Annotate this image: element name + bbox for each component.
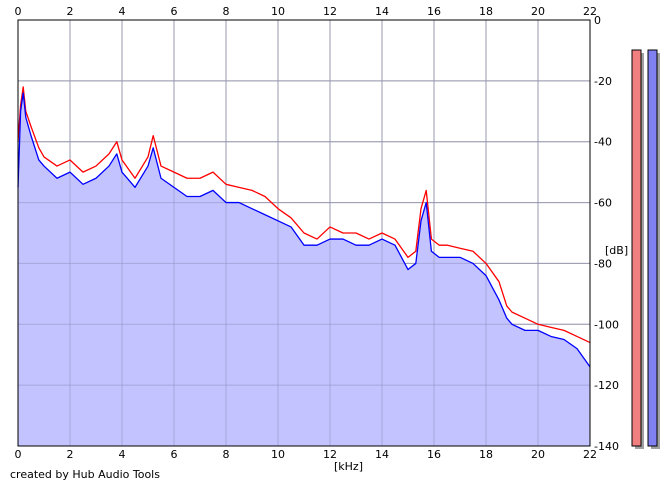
y-tick-labels: 0 -20 -40 -60 -80 -100 -120 -140 [594,14,619,453]
x-unit-label: [kHz] [334,460,363,473]
y-tick-label: -100 [594,318,619,331]
footer-credit: created by Hub Audio Tools [10,468,160,481]
x-tick-label-bottom: 14 [375,448,389,461]
plot-frame [17,19,591,447]
x-tick-label-top: 20 [531,5,545,18]
y-tick-label: -120 [594,379,619,392]
x-tick-label-top: 2 [67,5,74,18]
level-meter-right [647,49,658,447]
x-tick-label-bottom: 0 [15,448,22,461]
y-unit-label: [dB] [605,244,628,257]
x-tick-label-bottom: 2 [67,448,74,461]
y-tick-label: -140 [594,440,619,453]
series-line-2 [17,92,591,368]
x-tick-label-bottom: 4 [119,448,126,461]
level-meter-left [631,49,642,447]
x-tick-label-bottom: 20 [531,448,545,461]
series-lines [17,86,591,368]
x-tick-label-top: 16 [427,5,441,18]
y-tick-label: 0 [594,14,601,27]
y-tick-label: -80 [594,257,612,270]
x-tick-label-bottom: 18 [479,448,493,461]
x-tick-label-bottom: 12 [323,448,337,461]
x-tick-label-bottom: 10 [271,448,285,461]
x-tick-label-top: 22 [583,5,597,18]
x-tick-label-bottom: 16 [427,448,441,461]
x-tick-label-top: 6 [171,5,178,18]
x-tick-label-bottom: 6 [171,448,178,461]
x-tick-label-top: 0 [15,5,22,18]
y-tick-label: -20 [594,75,612,88]
y-tick-label: -40 [594,136,612,149]
y-tick-label: -60 [594,197,612,210]
spectrum-fill [18,93,590,447]
series-line-1 [17,86,591,344]
x-tick-label-top: 10 [271,5,285,18]
plot-border [17,19,591,447]
x-tick-label-top: 12 [323,5,337,18]
level-meters [631,49,660,449]
x-tick-label-top: 4 [119,5,126,18]
x-tick-label-top: 18 [479,5,493,18]
x-tick-label-top: 8 [223,5,230,18]
x-tick-label-top: 14 [375,5,389,18]
x-tick-label-bottom: 22 [583,448,597,461]
x-tick-label-bottom: 8 [223,448,230,461]
